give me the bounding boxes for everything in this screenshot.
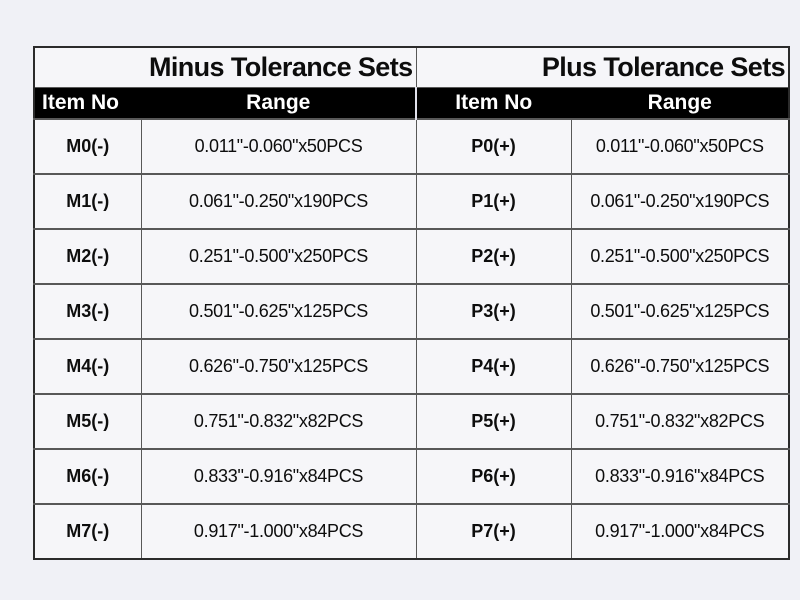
plus-range-cell: 0.011"-0.060"x50PCS <box>570 118 790 175</box>
table-row: M3(-) 0.501"-0.625"x125PCS P3(+) 0.501"-… <box>33 283 790 340</box>
table-row: M5(-) 0.751"-0.832"x82PCS P5(+) 0.751"-0… <box>33 393 790 450</box>
minus-item-cell: M4(-) <box>33 338 142 395</box>
minus-item-cell: M2(-) <box>33 228 142 285</box>
table-row: M6(-) 0.833"-0.916"x84PCS P6(+) 0.833"-0… <box>33 448 790 505</box>
minus-item-cell: M7(-) <box>33 503 142 560</box>
plus-item-no-header: Item No <box>415 87 572 120</box>
section-header-row: Minus Tolerance Sets Plus Tolerance Sets <box>33 46 790 88</box>
minus-item-cell: M6(-) <box>33 448 142 505</box>
table-row: M4(-) 0.626"-0.750"x125PCS P4(+) 0.626"-… <box>33 338 790 395</box>
plus-item-cell: P3(+) <box>415 283 572 340</box>
column-header-row: Item No Range Item No Range <box>33 87 790 120</box>
minus-range-cell: 0.626"-0.750"x125PCS <box>140 338 417 395</box>
minus-item-cell: M5(-) <box>33 393 142 450</box>
plus-range-cell: 0.626"-0.750"x125PCS <box>570 338 790 395</box>
table-row: M7(-) 0.917"-1.000"x84PCS P7(+) 0.917"-1… <box>33 503 790 560</box>
plus-range-cell: 0.751"-0.832"x82PCS <box>570 393 790 450</box>
plus-range-cell: 0.061"-0.250"x190PCS <box>570 173 790 230</box>
minus-range-cell: 0.251"-0.500"x250PCS <box>140 228 417 285</box>
tolerance-sets-table: Minus Tolerance Sets Plus Tolerance Sets… <box>33 46 791 560</box>
table-row: M1(-) 0.061"-0.250"x190PCS P1(+) 0.061"-… <box>33 173 790 230</box>
minus-item-cell: M0(-) <box>33 118 142 175</box>
minus-range-cell: 0.061"-0.250"x190PCS <box>140 173 417 230</box>
minus-range-cell: 0.917"-1.000"x84PCS <box>140 503 417 560</box>
minus-range-cell: 0.833"-0.916"x84PCS <box>140 448 417 505</box>
minus-item-cell: M3(-) <box>33 283 142 340</box>
plus-section-title: Plus Tolerance Sets <box>415 46 790 88</box>
plus-item-cell: P2(+) <box>415 228 572 285</box>
plus-item-cell: P6(+) <box>415 448 572 505</box>
minus-item-cell: M1(-) <box>33 173 142 230</box>
table-row: M0(-) 0.011"-0.060"x50PCS P0(+) 0.011"-0… <box>33 118 790 175</box>
minus-range-cell: 0.501"-0.625"x125PCS <box>140 283 417 340</box>
plus-range-cell: 0.501"-0.625"x125PCS <box>570 283 790 340</box>
plus-range-header: Range <box>570 87 790 120</box>
minus-range-cell: 0.751"-0.832"x82PCS <box>140 393 417 450</box>
plus-item-cell: P1(+) <box>415 173 572 230</box>
plus-range-cell: 0.251"-0.500"x250PCS <box>570 228 790 285</box>
plus-item-cell: P7(+) <box>415 503 572 560</box>
minus-range-header: Range <box>140 87 417 120</box>
plus-range-cell: 0.917"-1.000"x84PCS <box>570 503 790 560</box>
minus-range-cell: 0.011"-0.060"x50PCS <box>140 118 417 175</box>
minus-section-title: Minus Tolerance Sets <box>33 46 417 88</box>
plus-item-cell: P0(+) <box>415 118 572 175</box>
plus-item-cell: P5(+) <box>415 393 572 450</box>
minus-item-no-header: Item No <box>33 87 142 120</box>
plus-item-cell: P4(+) <box>415 338 572 395</box>
table-row: M2(-) 0.251"-0.500"x250PCS P2(+) 0.251"-… <box>33 228 790 285</box>
plus-range-cell: 0.833"-0.916"x84PCS <box>570 448 790 505</box>
